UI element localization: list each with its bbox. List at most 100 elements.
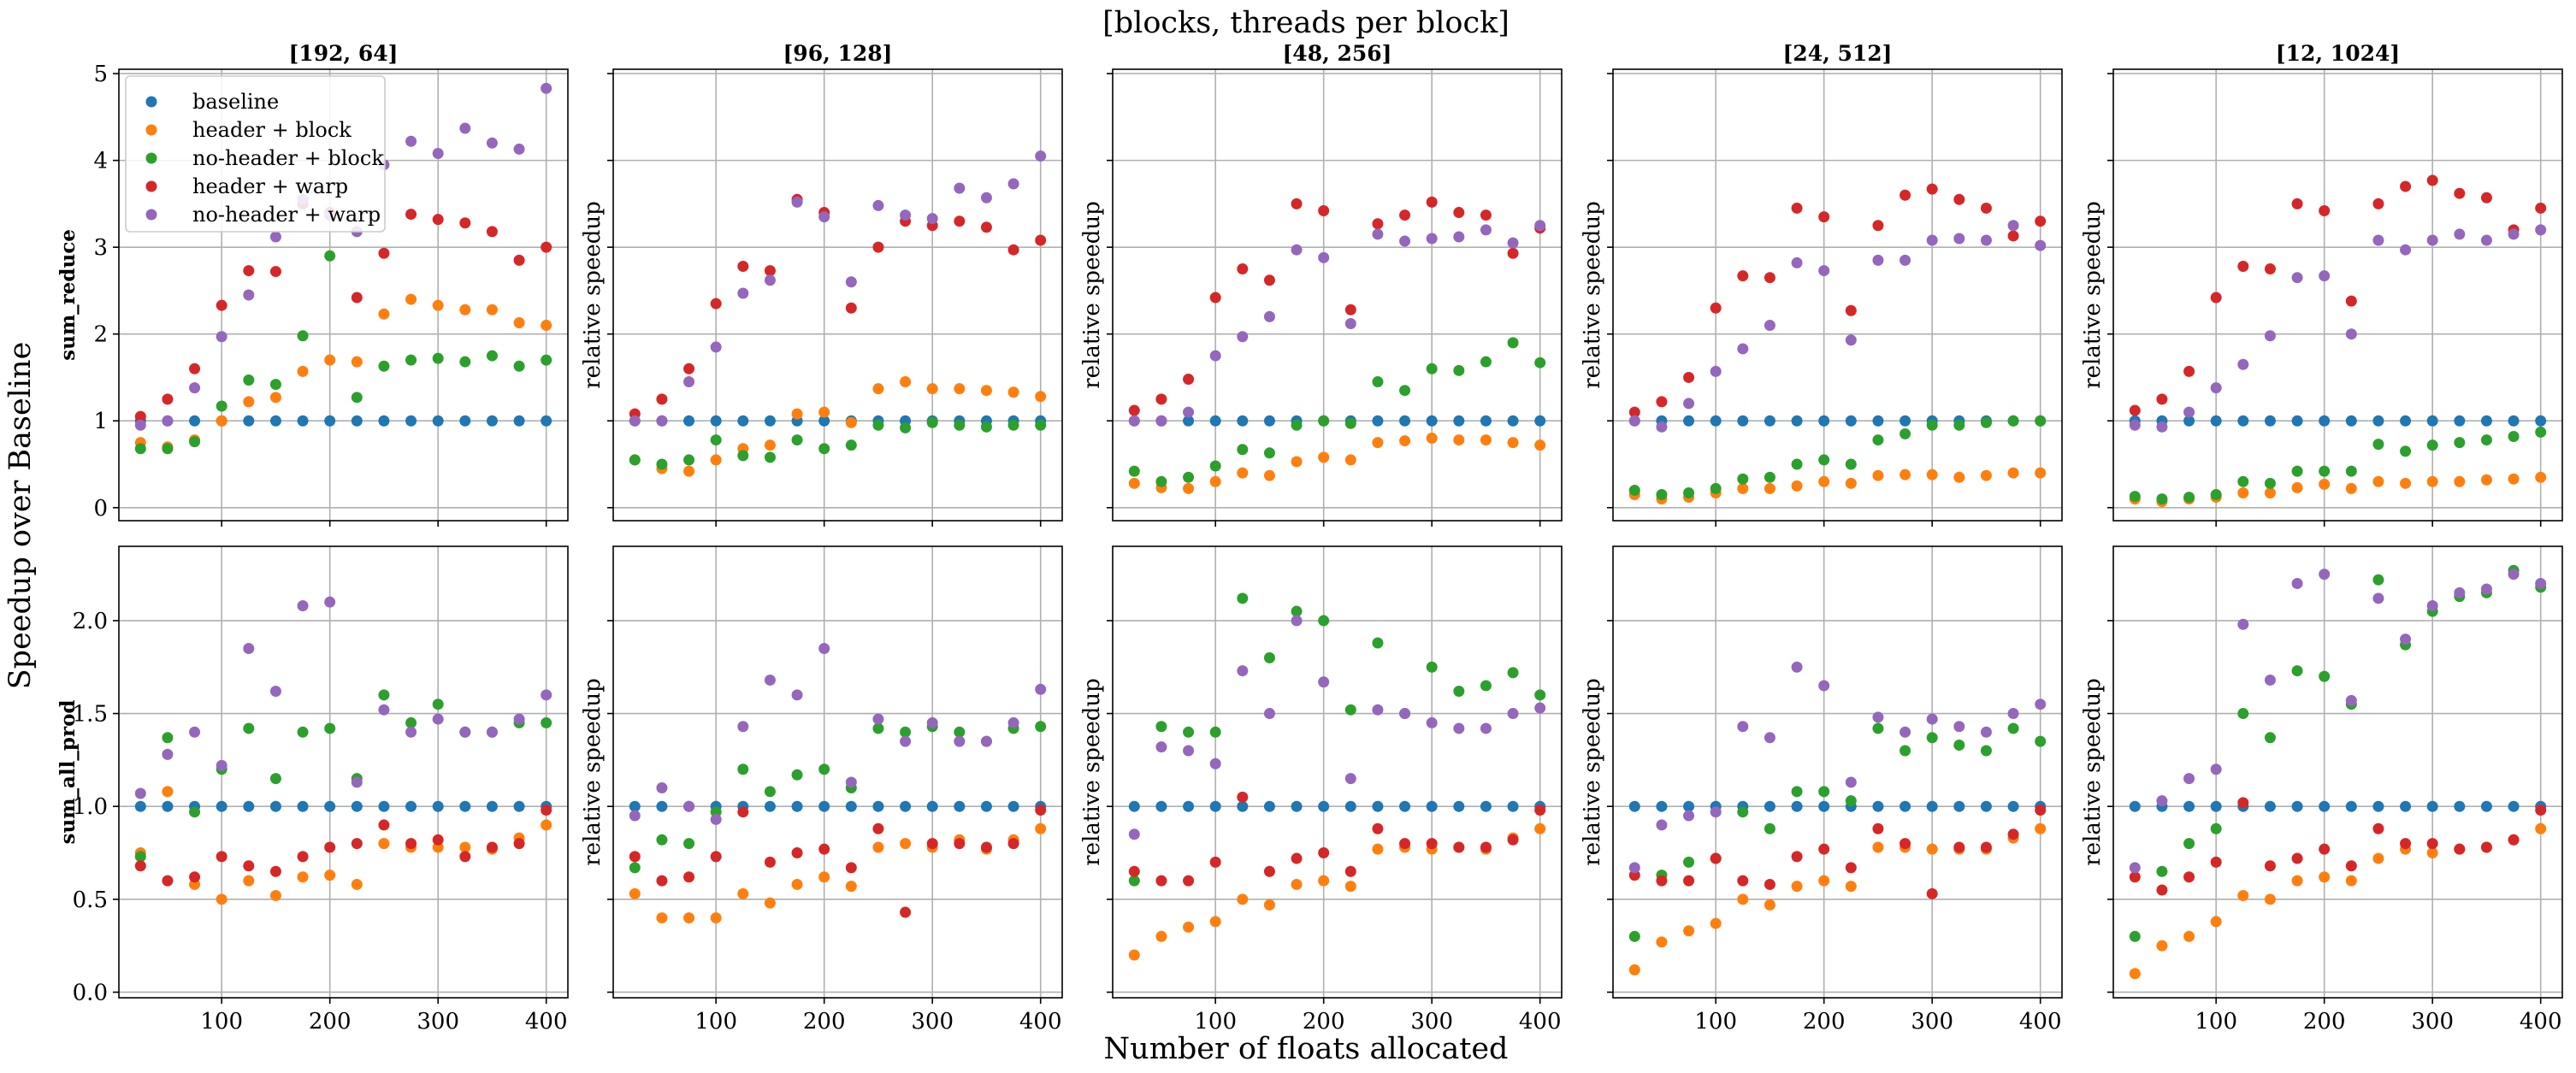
data-point: [2291, 875, 2303, 887]
data-point: [1128, 949, 1140, 961]
data-point: [1710, 806, 1722, 818]
data-point: [1872, 722, 1884, 734]
data-point: [2400, 800, 2412, 812]
data-point: [1480, 722, 1492, 734]
data-point: [1372, 415, 1384, 427]
data-point: [818, 843, 830, 855]
data-point: [513, 143, 525, 155]
data-point: [2264, 263, 2276, 275]
data-point: [297, 726, 309, 738]
data-point: [378, 800, 390, 812]
data-point: [1628, 862, 1640, 874]
data-point: [872, 722, 884, 734]
data-point: [1183, 415, 1195, 427]
data-point: [216, 800, 227, 812]
data-point: [1900, 254, 1911, 266]
data-point: [1628, 484, 1640, 496]
data-point: [1507, 800, 1519, 812]
x-tick-label: 100: [1194, 1009, 1237, 1035]
data-point: [1953, 471, 1965, 483]
data-point: [378, 360, 390, 372]
y-tick-label: 3: [93, 235, 108, 261]
data-point: [1656, 396, 1668, 408]
data-point: [2400, 477, 2412, 489]
data-point: [2372, 439, 2384, 451]
data-point: [1237, 791, 1249, 803]
data-point: [1372, 843, 1384, 855]
data-point: [243, 643, 255, 655]
legend-frame: [125, 75, 386, 233]
data-point: [2508, 473, 2520, 485]
plot-area: [1113, 546, 1562, 998]
data-point: [1926, 732, 1938, 744]
data-point: [2264, 674, 2276, 686]
data-point: [216, 759, 227, 771]
data-point: [710, 851, 722, 863]
data-point: [1980, 800, 1992, 812]
data-point: [1683, 875, 1695, 887]
data-point: [1480, 209, 1492, 221]
data-point: [1209, 800, 1221, 812]
data-point: [954, 838, 966, 850]
data-point: [1710, 415, 1722, 427]
y-tick-label: 2.0: [73, 609, 108, 634]
data-point: [1344, 800, 1356, 812]
data-point: [459, 415, 471, 427]
data-point: [297, 600, 309, 612]
data-point: [1263, 708, 1275, 720]
x-tick-label: 300: [911, 1009, 954, 1035]
data-point: [900, 376, 912, 388]
data-point: [1791, 480, 1803, 492]
data-point: [683, 363, 695, 374]
data-point: [1737, 721, 1749, 733]
data-point: [791, 878, 803, 890]
data-point: [432, 214, 444, 226]
series-no-header-warp: [1128, 615, 1546, 840]
data-point: [2345, 860, 2357, 872]
data-point: [1683, 398, 1695, 410]
data-point: [872, 713, 884, 725]
y-tick-label: 1.5: [73, 702, 108, 728]
data-point: [1453, 364, 1465, 376]
data-point: [2129, 871, 2141, 883]
data-point: [1818, 211, 1830, 223]
x-tick-label: 400: [2520, 1009, 2562, 1035]
data-point: [1399, 708, 1411, 720]
data-point: [980, 421, 992, 433]
data-point: [513, 415, 525, 427]
data-point: [1710, 917, 1722, 929]
data-point: [926, 838, 938, 850]
data-point: [1453, 722, 1465, 734]
data-point: [2426, 600, 2438, 612]
data-point: [2264, 415, 2276, 427]
data-point: [1507, 247, 1519, 259]
data-point: [710, 415, 722, 427]
data-point: [818, 763, 830, 775]
data-point: [2210, 856, 2222, 868]
data-point: [378, 689, 390, 701]
data-point: [1507, 667, 1519, 679]
data-point: [818, 800, 830, 812]
data-point: [2345, 328, 2357, 340]
data-point: [1953, 419, 1965, 431]
data-point: [297, 851, 309, 863]
data-point: [134, 443, 146, 455]
data-point: [351, 415, 363, 427]
series-header-warp: [1128, 196, 1546, 416]
data-point: [2035, 467, 2047, 479]
data-point: [683, 871, 695, 883]
data-point: [2183, 800, 2195, 812]
data-point: [134, 800, 146, 812]
data-point: [1128, 800, 1140, 812]
series-header-warp: [134, 198, 552, 422]
data-point: [1237, 665, 1249, 677]
data-point: [818, 871, 830, 883]
data-point: [1372, 228, 1384, 240]
subplot-sum-all-prod-3: 100 200 300 400 relative speedup: [1580, 545, 2063, 1035]
data-point: [541, 716, 552, 728]
data-point: [2156, 421, 2168, 433]
data-point: [1683, 925, 1695, 937]
data-point: [1426, 433, 1438, 445]
data-point: [162, 443, 174, 455]
subplot-sum-all-prod-0: 100 200 300 400 0.0 0.5 1.0 1.5 2.0 sum_all_prod: [56, 545, 569, 1035]
